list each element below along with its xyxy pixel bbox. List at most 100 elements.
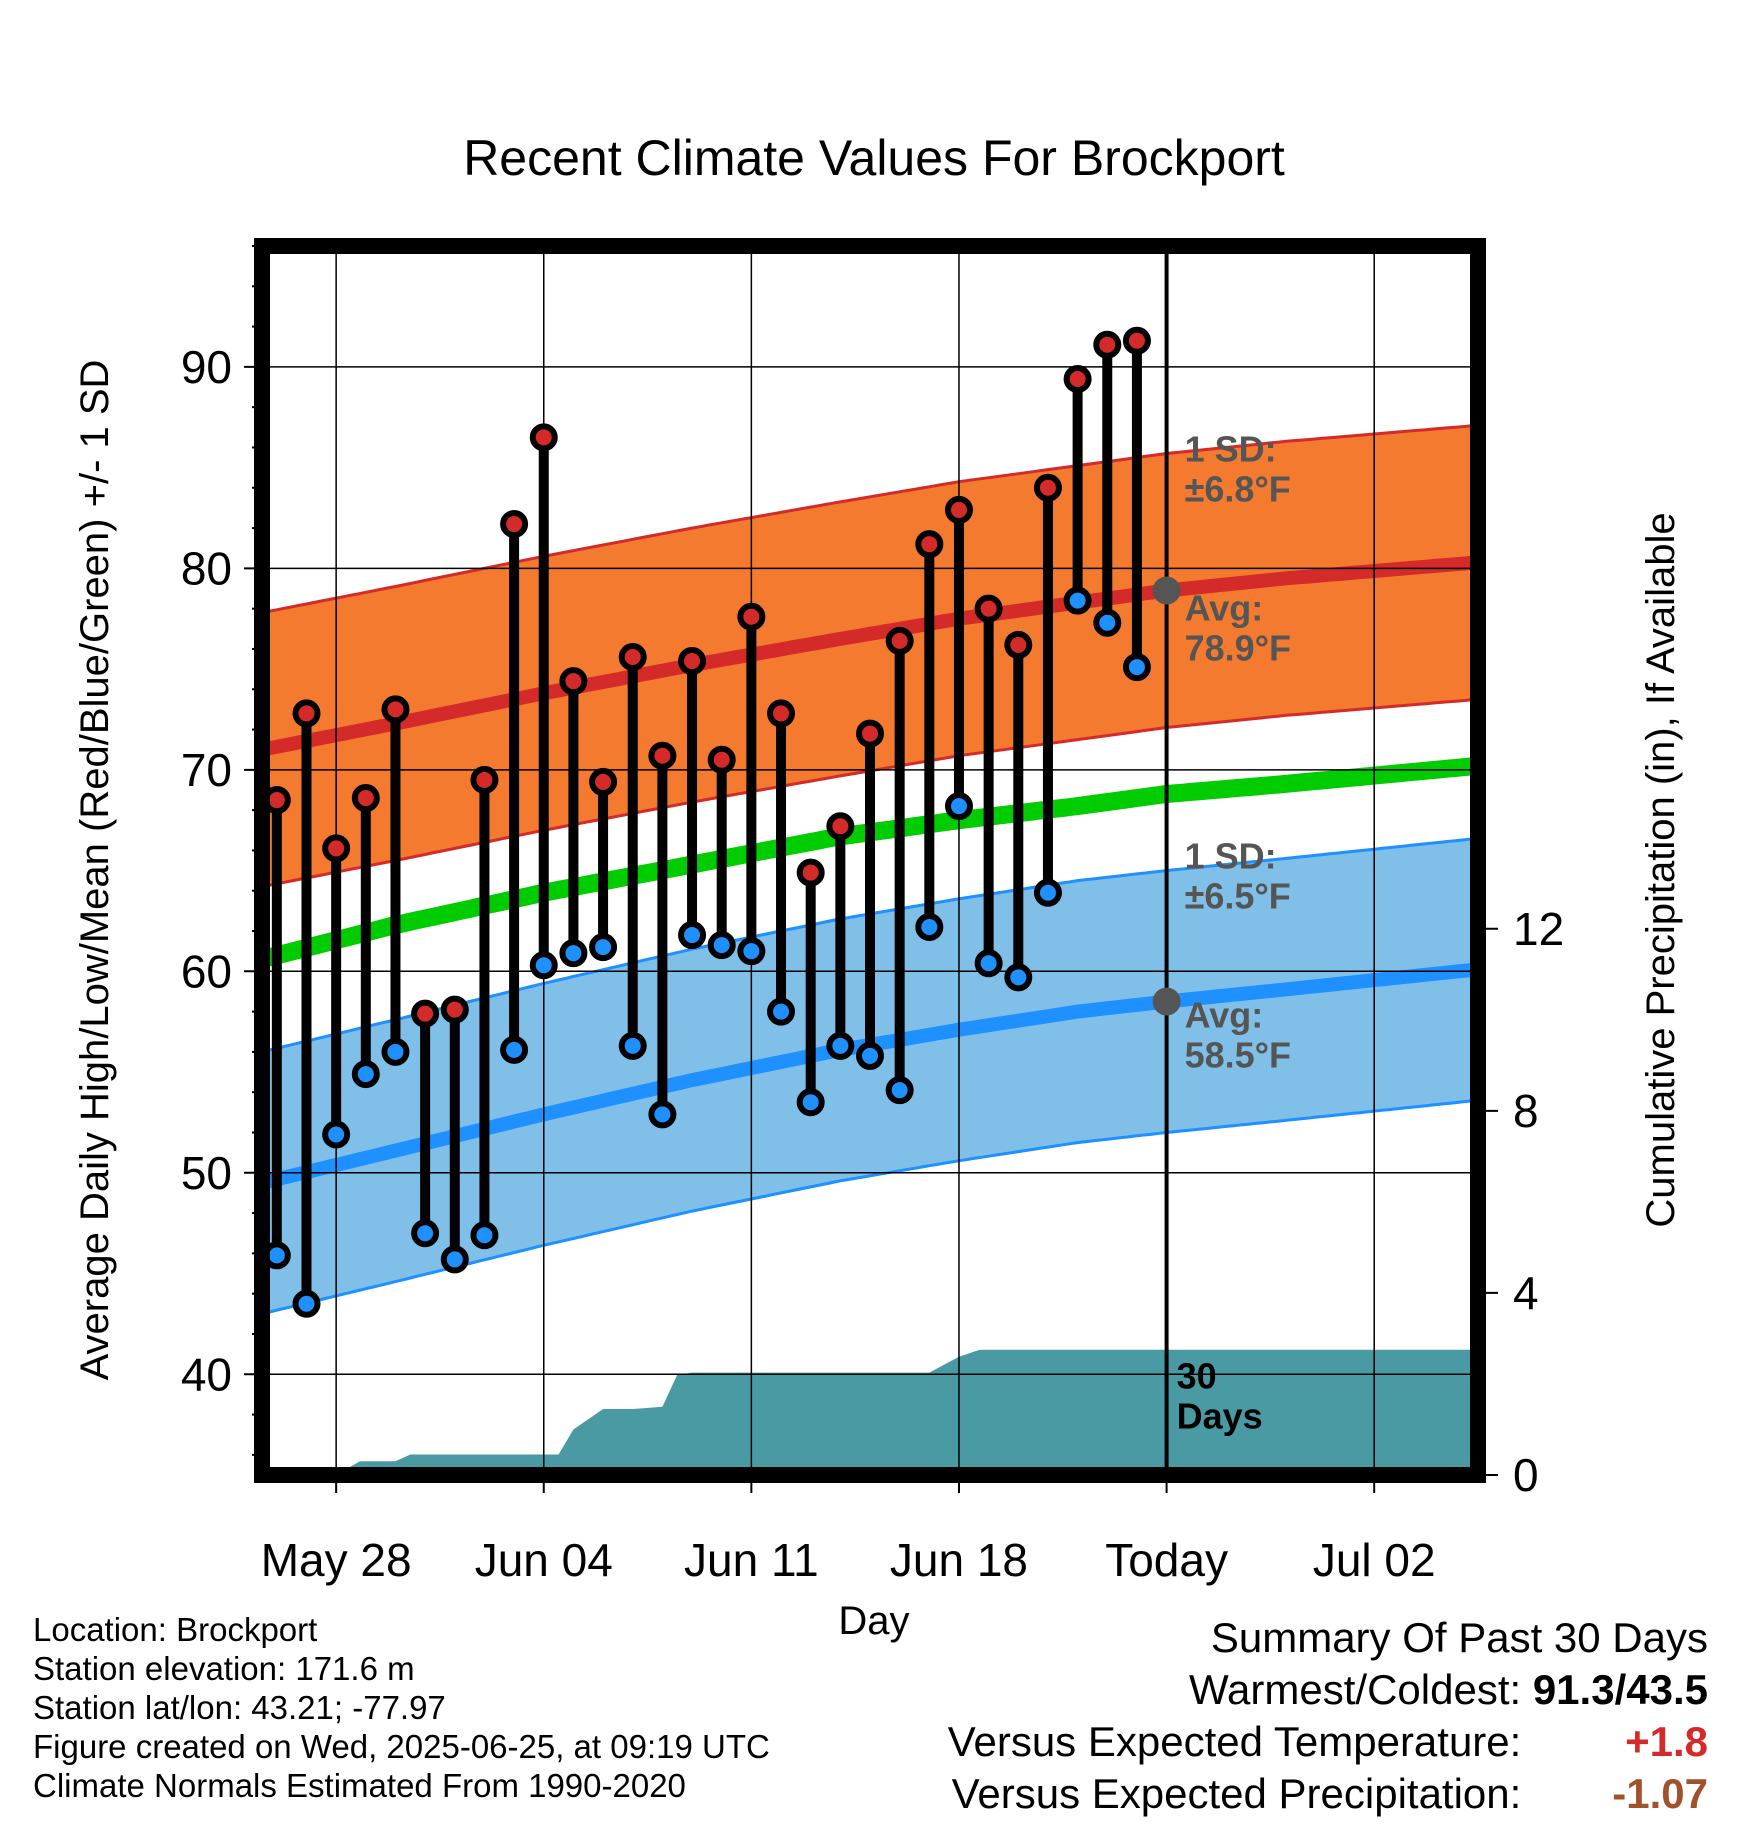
y-tick-label: 50 <box>181 1147 232 1199</box>
daily-low-point <box>856 1041 884 1070</box>
precip-area <box>262 1349 1478 1475</box>
daily-low-point <box>1004 963 1033 992</box>
daily-low-point <box>974 949 1003 978</box>
daily-high-point <box>796 858 825 887</box>
low-sd-band <box>262 838 1478 1314</box>
daily-high-point <box>767 699 796 728</box>
x-tick-label: Today <box>1105 1534 1228 1586</box>
daily-high-point <box>1093 330 1122 359</box>
y-right-tick-label: 8 <box>1513 1085 1539 1137</box>
daily-high-point <box>292 699 321 728</box>
precip-value: -1.07 <box>1612 1770 1708 1817</box>
elevation-text: Station elevation: 171.6 m <box>33 1650 415 1687</box>
y-axis-label: Average Daily High/Low/Mean (Red/Blue/Gr… <box>73 360 117 1381</box>
daily-high-point <box>470 765 499 794</box>
warmest-value: 91.3/43.5 <box>1532 1666 1708 1713</box>
daily-high-point <box>589 767 618 796</box>
high-avg-dot <box>1152 576 1181 605</box>
created-text: Figure created on Wed, 2025-06-25, at 09… <box>33 1728 770 1765</box>
daily-low-point <box>826 1031 855 1060</box>
daily-high-point <box>1122 326 1151 355</box>
y-axis-right-label: Cumulative Precipitation (in), If Availa… <box>1639 512 1683 1227</box>
x-tick-label: Jun 11 <box>684 1534 819 1586</box>
plot-frame <box>254 238 1486 1483</box>
daily-low-point <box>944 792 973 821</box>
y-tick-label: 80 <box>181 542 232 594</box>
daily-low-point <box>529 951 558 980</box>
summary-precip-row: Versus Expected Precipitation: -1.07 <box>948 1768 1708 1820</box>
summary-temp-row: Versus Expected Temperature: +1.8 <box>948 1716 1708 1768</box>
daily-high-point <box>322 834 351 863</box>
daily-high-point <box>618 643 647 672</box>
daily-high-point <box>648 741 677 770</box>
daily-low-point <box>648 1100 677 1129</box>
y-right-tick-label: 0 <box>1513 1449 1539 1501</box>
daily-low-point <box>1063 586 1092 615</box>
daily-low-point <box>1093 608 1122 637</box>
summary-panel: Summary Of Past 30 Days Warmest/Coldest:… <box>948 1612 1708 1820</box>
daily-low-point <box>767 997 796 1026</box>
daily-high-point <box>500 510 529 539</box>
daily-low-point <box>292 1289 321 1318</box>
x-axis-label: Day <box>838 1599 909 1643</box>
y-tick-label: 40 <box>181 1348 232 1400</box>
daily-low-point <box>915 912 944 941</box>
daily-high-point <box>1004 630 1033 659</box>
y-right-tick-label: 12 <box>1513 903 1564 955</box>
daily-low-point <box>500 1035 529 1064</box>
high-sd-band <box>262 425 1478 887</box>
temp-value: +1.8 <box>1625 1718 1708 1765</box>
daily-high-point <box>678 647 707 676</box>
y-tick-label: 70 <box>181 744 232 796</box>
y-right-tick-label: 4 <box>1513 1267 1539 1319</box>
daily-high-point <box>381 695 410 724</box>
x-tick-label: Jul 02 <box>1313 1534 1436 1586</box>
daily-high-point <box>559 667 588 696</box>
plot-area: 1 SD: ±6.8°F Avg: 78.9°F 1 SD: ±6.5°F Avg: 58.5… <box>181 238 1564 1586</box>
x-tick-label: May 28 <box>261 1534 412 1586</box>
x-tick-label: Jun 04 <box>475 1534 613 1586</box>
daily-high-point <box>351 784 380 813</box>
daily-high-point <box>826 812 855 841</box>
daily-high-point <box>944 495 973 524</box>
low-sd-annotation: 1 SD: ±6.5°F <box>1185 836 1291 917</box>
high-sd-annotation: 1 SD: ±6.8°F <box>1185 429 1291 510</box>
daily-high-point <box>1033 473 1062 502</box>
chart-title: Recent Climate Values For Brockport <box>463 130 1285 186</box>
daily-high-point <box>440 995 469 1024</box>
warmest-label: Warmest/Coldest: <box>1188 1666 1522 1713</box>
precip-label: Versus Expected Precipitation: <box>951 1770 1522 1817</box>
high-avg-annotation: Avg: 78.9°F <box>1185 588 1291 669</box>
y-tick-label: 60 <box>181 945 232 997</box>
daily-low-point <box>411 1219 440 1248</box>
daily-high-point <box>1063 364 1092 393</box>
low-avg-dot <box>1152 987 1181 1016</box>
location-text: Location: Brockport <box>33 1611 318 1648</box>
daily-high-point <box>737 602 766 631</box>
daily-low-point <box>1122 653 1151 682</box>
summary-warmest-row: Warmest/Coldest: 91.3/43.5 <box>948 1664 1708 1716</box>
daily-low-point <box>589 933 618 962</box>
daily-high-point <box>885 626 914 655</box>
daily-low-point <box>707 931 736 960</box>
summary-title: Summary Of Past 30 Days <box>1210 1614 1708 1661</box>
daily-low-point <box>737 937 766 966</box>
daily-high-point <box>529 423 558 452</box>
x-tick-label: Jun 18 <box>890 1534 1028 1586</box>
daily-low-point <box>322 1120 351 1149</box>
daily-low-point <box>381 1037 410 1066</box>
daily-low-point <box>796 1088 825 1117</box>
normal-high-line <box>262 555 1478 757</box>
daily-low-point <box>559 939 588 968</box>
daily-low-point <box>1033 878 1062 907</box>
temp-label: Versus Expected Temperature: <box>947 1718 1522 1765</box>
daily-high-point <box>915 530 944 559</box>
station-info: Location: Brockport Station elevation: 1… <box>33 1610 770 1805</box>
daily-low-point <box>470 1221 499 1250</box>
daily-low-point <box>351 1060 380 1089</box>
daily-low-point <box>885 1076 914 1105</box>
daily-high-point <box>707 745 736 774</box>
daily-low-point <box>440 1245 469 1274</box>
latlon-text: Station lat/lon: 43.21; -77.97 <box>33 1689 446 1726</box>
